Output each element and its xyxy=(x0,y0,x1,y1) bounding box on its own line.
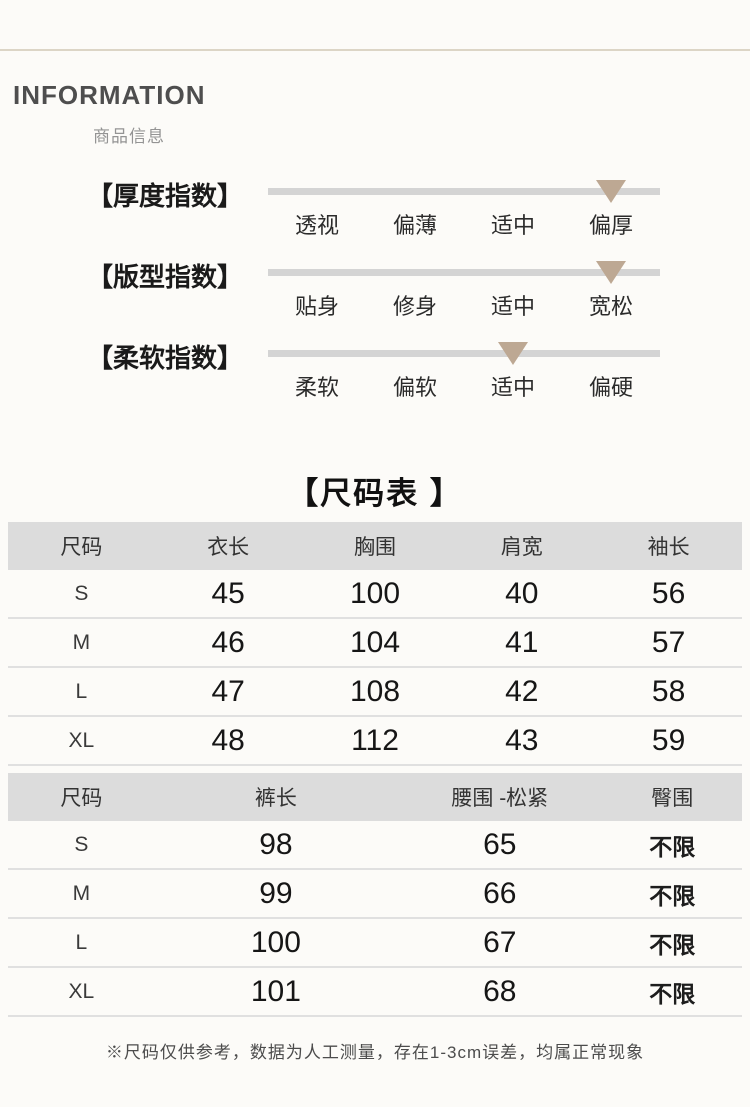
index-scale-fit: 贴身 修身 适中 宽松 xyxy=(268,261,660,321)
column-header: 胸围 xyxy=(353,536,396,559)
scale-option: 柔软 xyxy=(294,375,339,400)
scale-option: 适中 xyxy=(490,294,535,319)
column-header: 袖长 xyxy=(647,536,690,559)
measure-value: 58 xyxy=(651,674,686,708)
table-row: L 100 67 不限 xyxy=(8,919,742,968)
table-row: M 46 104 41 57 xyxy=(8,619,742,668)
table-header-row: 尺码 裤长 腰围 -松紧 臀围 xyxy=(8,773,742,821)
size-value: M xyxy=(72,630,91,654)
size-value: S xyxy=(74,581,89,605)
index-label-softness: 【柔软指数】 xyxy=(87,343,244,373)
table-header-row: 尺码 衣长 胸围 肩宽 袖长 xyxy=(8,522,742,570)
size-table-bottom: 尺码 裤长 腰围 -松紧 臀围 S 98 65 不限 M 99 66 不限 L … xyxy=(8,773,742,1017)
measure-value: 112 xyxy=(351,723,399,757)
column-header: 尺码 xyxy=(60,536,103,559)
measure-value: 47 xyxy=(211,674,245,708)
table-row: S 98 65 不限 xyxy=(8,821,742,870)
measure-value: 41 xyxy=(505,625,539,659)
size-value: L xyxy=(75,930,88,954)
product-index-section: 【厚度指数】 透视 偏薄 适中 偏厚 【版型指数】 贴身 修身 适中 宽松 xyxy=(0,180,750,423)
column-header: 肩宽 xyxy=(500,536,543,559)
measure-value: 101 xyxy=(250,974,301,1008)
scale-bar xyxy=(268,261,660,284)
information-subtitle: 商品信息 xyxy=(93,127,165,146)
size-value: S xyxy=(74,832,89,856)
measure-value: 68 xyxy=(483,974,517,1008)
measure-value: 43 xyxy=(505,723,539,757)
index-row-thickness: 【厚度指数】 透视 偏薄 适中 偏厚 xyxy=(0,180,750,240)
measurement-disclaimer: ※尺码仅供参考，数据为人工测量，存在1-3cm误差，均属正常现象 xyxy=(105,1043,645,1062)
scale-option: 宽松 xyxy=(588,294,633,319)
scale-labels: 贴身 修身 适中 宽松 xyxy=(268,289,660,321)
size-value: L xyxy=(75,679,88,703)
measure-value: 67 xyxy=(483,925,517,959)
scale-option: 偏软 xyxy=(392,375,437,400)
top-divider xyxy=(0,49,750,51)
measure-value: 46 xyxy=(211,625,245,659)
scale-labels: 柔软 偏软 适中 偏硬 xyxy=(268,370,660,402)
column-header: 衣长 xyxy=(207,536,250,559)
table-row: S 45 100 40 56 xyxy=(8,570,742,619)
measure-value: 98 xyxy=(259,827,293,861)
column-header: 腰围 -松紧 xyxy=(451,787,549,810)
measure-value: 不限 xyxy=(649,931,696,958)
scale-option: 适中 xyxy=(490,375,535,400)
index-row-softness: 【柔软指数】 柔软 偏软 适中 偏硬 xyxy=(0,342,750,402)
measure-value: 48 xyxy=(211,723,245,757)
scale-option: 贴身 xyxy=(294,294,339,319)
selected-marker-triangle-icon xyxy=(596,180,626,203)
scale-bar xyxy=(268,342,660,365)
measure-value: 104 xyxy=(349,625,401,659)
size-value: M xyxy=(72,881,91,905)
selected-marker-triangle-icon xyxy=(596,261,626,284)
scale-option: 透视 xyxy=(294,213,339,238)
measure-value: 不限 xyxy=(649,882,696,909)
scale-option: 适中 xyxy=(490,213,535,238)
scale-option: 偏薄 xyxy=(392,213,437,238)
measure-value: 56 xyxy=(651,576,686,610)
index-scale-thickness: 透视 偏薄 适中 偏厚 xyxy=(268,180,660,240)
scale-labels: 透视 偏薄 适中 偏厚 xyxy=(268,208,660,240)
index-label-thickness: 【厚度指数】 xyxy=(87,181,244,211)
information-title: INFORMATION xyxy=(13,80,206,110)
measure-value: 不限 xyxy=(649,833,696,860)
measure-value: 不限 xyxy=(649,980,696,1007)
measure-value: 108 xyxy=(349,674,401,708)
table-row: XL 101 68 不限 xyxy=(8,968,742,1017)
scale-bar xyxy=(268,180,660,203)
scale-option: 修身 xyxy=(392,294,437,319)
measure-value: 57 xyxy=(651,625,686,659)
size-value: XL xyxy=(68,728,95,752)
measure-value: 99 xyxy=(259,876,293,910)
measure-value: 100 xyxy=(349,576,401,610)
measure-value: 65 xyxy=(483,827,517,861)
scale-option: 偏硬 xyxy=(588,375,633,400)
measure-value: 66 xyxy=(483,876,517,910)
size-value: XL xyxy=(68,979,95,1003)
index-scale-softness: 柔软 偏软 适中 偏硬 xyxy=(268,342,660,402)
measure-value: 40 xyxy=(505,576,539,610)
measure-value: 59 xyxy=(651,723,686,757)
column-header: 尺码 xyxy=(60,787,103,810)
size-table-top: 尺码 衣长 胸围 肩宽 袖长 S 45 100 40 56 M 46 104 4… xyxy=(8,522,742,766)
column-header: 臀围 xyxy=(651,787,694,810)
measure-value: 100 xyxy=(250,925,301,959)
size-chart-title: 【尺码表 】 xyxy=(287,476,463,511)
table-row: L 47 108 42 58 xyxy=(8,668,742,717)
measure-value: 42 xyxy=(505,674,539,708)
table-row: M 99 66 不限 xyxy=(8,870,742,919)
table-row: XL 48 112 43 59 xyxy=(8,717,742,766)
index-row-fit: 【版型指数】 贴身 修身 适中 宽松 xyxy=(0,261,750,321)
measure-value: 45 xyxy=(211,576,245,610)
selected-marker-triangle-icon xyxy=(498,342,528,365)
column-header: 裤长 xyxy=(254,787,297,810)
scale-option: 偏厚 xyxy=(588,213,633,238)
information-header: INFORMATION 商品信息 xyxy=(13,80,206,147)
index-label-fit: 【版型指数】 xyxy=(87,262,244,292)
